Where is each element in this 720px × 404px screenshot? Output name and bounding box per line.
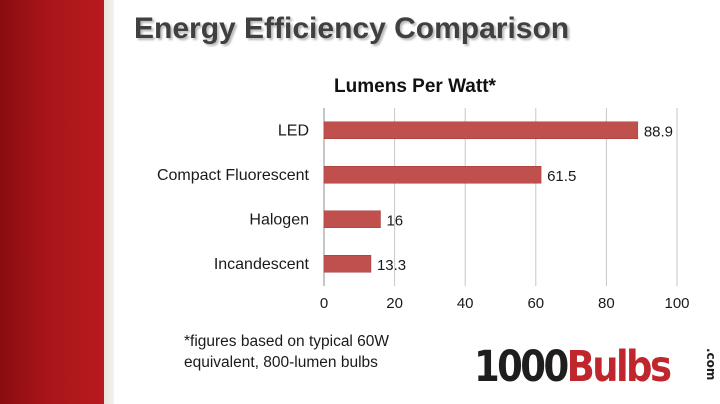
chart-title: Lumens Per Watt* (334, 76, 496, 97)
bar-chart: 0 20 40 60 80 100 LED 88.9 Compact Fluorescent 61… (157, 76, 690, 312)
chart-footnote: *figures based on typical 60W equivalent… (184, 331, 389, 373)
category-label: Halogen (249, 211, 309, 228)
data-label: 61.5 (547, 168, 576, 185)
slide-title: Energy Efficiency Comparison (134, 12, 570, 45)
x-tick-label: 0 (320, 295, 328, 312)
data-label: 16 (386, 212, 403, 229)
category-label: Compact Fluorescent (157, 167, 310, 184)
x-tick-label: 40 (457, 295, 474, 312)
logo-wordmark: 1000Bulbs (474, 342, 672, 392)
x-tick-label: 60 (527, 295, 544, 312)
category-label: LED (278, 122, 309, 139)
bar-layer (323, 121, 639, 273)
brand-logo: 1000Bulbs .com (474, 342, 718, 392)
logo-tld: .com (704, 348, 718, 381)
logo-word: Bulbs (566, 342, 672, 392)
footnote-line-1: *figures based on typical 60W (184, 333, 390, 350)
chart-frame: 0 20 40 60 80 100 LED 88.9 Compact Fluorescent 61… (115, 58, 714, 380)
bar (323, 166, 542, 184)
bar (323, 255, 372, 273)
x-tick-label: 20 (386, 295, 403, 312)
slide-left-band (0, 0, 104, 404)
x-tick-label: 100 (664, 295, 689, 312)
logo-number: 1000 (474, 342, 569, 392)
data-label: 88.9 (644, 123, 673, 140)
footnote-line-2: equivalent, 800-lumen bulbs (184, 354, 378, 371)
data-label: 13.3 (377, 257, 406, 274)
category-label: Incandescent (214, 256, 310, 273)
bar (323, 121, 639, 139)
slide-band-edge (104, 0, 114, 404)
bar (323, 210, 381, 228)
label-layer: 0 20 40 60 80 100 LED 88.9 Compact Fluorescent 61… (157, 122, 690, 312)
x-tick-label: 80 (598, 295, 615, 312)
